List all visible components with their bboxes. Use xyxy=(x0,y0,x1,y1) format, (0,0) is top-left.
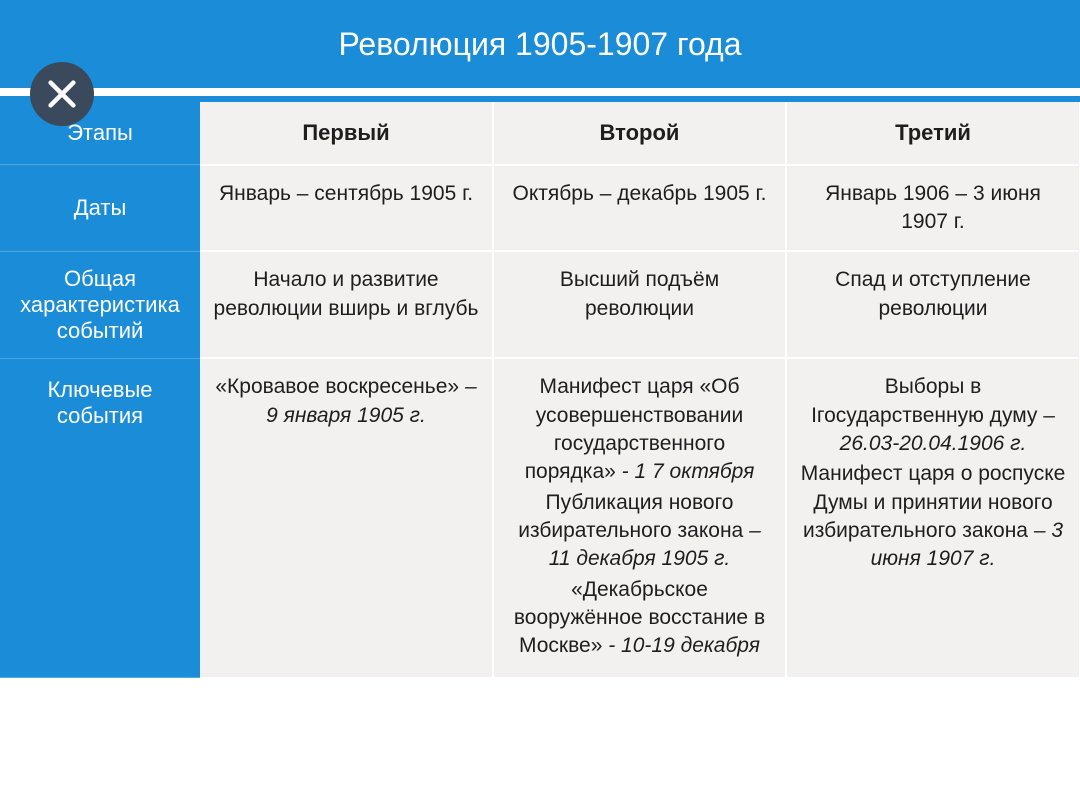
kev-1-1-name: «Кровавое воскресенье» xyxy=(215,375,459,398)
close-button[interactable] xyxy=(30,62,94,126)
keyevents-col-3: Выборы в Iгосударственную думу – 26.03-2… xyxy=(786,358,1080,677)
row-label-stages: Этапы xyxy=(0,102,200,165)
revolution-table: Этапы Первый Второй Третий Даты Январь –… xyxy=(0,102,1080,679)
row-label-dates: Даты xyxy=(0,165,200,252)
slide-header: Революция 1905-1907 года xyxy=(0,0,1080,88)
close-icon xyxy=(45,77,79,111)
keyevents-col-1: «Кровавое воскресенье» – 9 января 1905 г… xyxy=(200,358,493,677)
table-row-characteristics: Общая характеристика событий Начало и ра… xyxy=(0,251,1080,358)
dates-col-1: Январь – сентябрь 1905 г. xyxy=(200,165,493,252)
row-label-keyevents: Ключевые события xyxy=(0,358,200,677)
table-row-keyevents: Ключевые события «Кровавое воскресенье» … xyxy=(0,358,1080,677)
kev-2-2-name: Публикация нового избирательного закона xyxy=(518,491,743,542)
kev-2-3-date: - 10-19 декабря xyxy=(608,634,760,657)
char-col-3: Спад и отступление революции xyxy=(786,251,1080,358)
stage-col-3: Третий xyxy=(786,102,1080,165)
kev-3-1-name: Выборы в Iгосударственную думу xyxy=(811,375,1037,426)
table-row-dates: Даты Январь – сентябрь 1905 г. Октябрь –… xyxy=(0,165,1080,252)
stage-col-1: Первый xyxy=(200,102,493,165)
char-col-1: Начало и развитие революции вширь и вглу… xyxy=(200,251,493,358)
dates-col-3: Январь 1906 – 3 июня 1907 г. xyxy=(786,165,1080,252)
char-col-2: Высший подъём революции xyxy=(493,251,786,358)
dates-col-2: Октябрь – декабрь 1905 г. xyxy=(493,165,786,252)
slide-title: Революция 1905-1907 года xyxy=(338,26,741,63)
kev-3-2-name: Манифест царя о роспуске Думы и принятии… xyxy=(801,462,1066,542)
keyevents-col-2: Манифест царя «Об усовершенствовании гос… xyxy=(493,358,786,677)
stage-col-2: Второй xyxy=(493,102,786,165)
kev-2-1-date: - 1 7 октября xyxy=(622,460,755,483)
table-row-stages: Этапы Первый Второй Третий xyxy=(0,102,1080,165)
row-label-characteristics: Общая характеристика событий xyxy=(0,251,200,358)
